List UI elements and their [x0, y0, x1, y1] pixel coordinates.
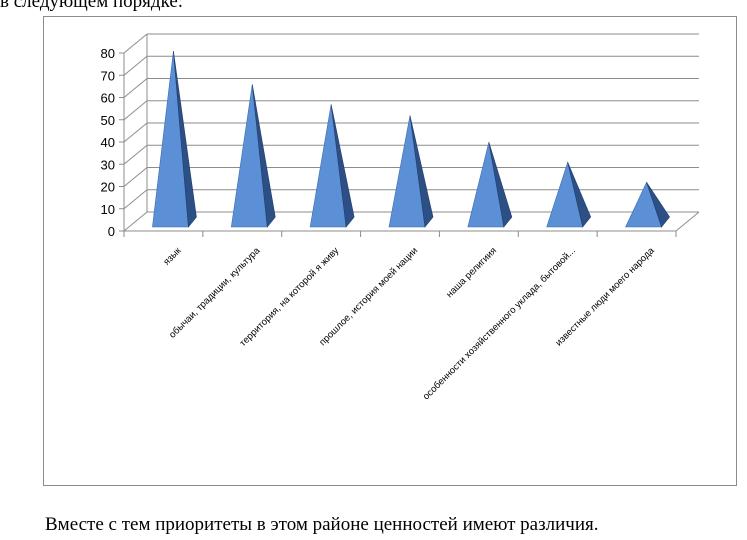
- tick-label-layer: 0 10 20 30 40 50 60 70 80: [101, 46, 115, 239]
- category-label: наша религиия: [444, 245, 499, 300]
- preceding-text-line: в следующем порядке:: [0, 0, 184, 12]
- category-label: особенности хозяйственного уклада, бытов…: [421, 245, 578, 402]
- y-tick-label: 30: [101, 157, 115, 172]
- category-label: язык: [161, 245, 184, 268]
- pyramid-bar-side: [567, 162, 592, 228]
- y-tick-label: 40: [101, 135, 115, 150]
- y-tick-label: 60: [101, 91, 115, 106]
- gridline-side: [123, 144, 148, 165]
- pyramid-bar-side: [330, 104, 355, 228]
- gridline-side: [123, 189, 148, 210]
- gridline-side: [123, 33, 148, 54]
- gridline-side: [123, 100, 148, 121]
- y-tick-label: 20: [101, 180, 115, 195]
- pyramid-bar-side: [646, 182, 670, 228]
- y-tick-label: 70: [101, 68, 115, 83]
- gridline-side: [123, 122, 148, 143]
- following-text-line: Вместе с тем приоритеты в этом районе це…: [45, 514, 599, 535]
- gridline-side: [123, 167, 148, 187]
- gridline-side: [123, 55, 148, 76]
- y-tick-label: 50: [101, 113, 115, 128]
- pyramid-bar-side: [173, 50, 197, 228]
- pyramid-bar-side: [488, 142, 513, 228]
- floor-right-edge: [675, 211, 700, 232]
- gridline-side: [123, 211, 148, 232]
- category-label: обычаи, традиции, культура: [167, 245, 263, 341]
- pyramid-bar-side: [251, 84, 276, 228]
- chart-frame: 0 10 20 30 40 50 60 70 80 язык обычаи, традиции, …: [43, 16, 737, 486]
- bar-layer: [152, 50, 670, 228]
- y-tick-label: 80: [101, 46, 115, 61]
- y-tick-label: 0: [108, 224, 115, 239]
- gridline-side: [123, 78, 148, 98]
- pyramid-bar-side: [409, 115, 434, 228]
- y-tick-label: 10: [101, 202, 115, 217]
